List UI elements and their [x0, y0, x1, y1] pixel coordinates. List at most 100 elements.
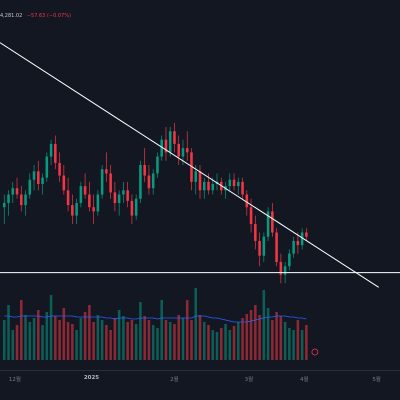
- candle-body: [164, 139, 168, 153]
- volume-bar: [54, 316, 57, 360]
- trendline: [0, 42, 379, 288]
- candle-body: [11, 188, 15, 195]
- candle-body: [156, 156, 159, 174]
- candle-body: [207, 181, 210, 191]
- candle-body: [160, 139, 163, 157]
- volume-bar: [224, 324, 227, 360]
- volume-bar: [24, 315, 27, 360]
- candle-body: [254, 224, 257, 241]
- candle-body: [177, 143, 180, 157]
- candle-body: [241, 181, 244, 195]
- candle-body: [122, 190, 125, 195]
- candle-body: [245, 194, 249, 208]
- volume-bar: [66, 322, 70, 360]
- candle-body: [62, 175, 66, 191]
- volume-bar: [296, 320, 300, 360]
- volume-bar: [88, 305, 91, 360]
- volume-bar: [220, 328, 223, 360]
- volume-bar: [156, 328, 159, 360]
- volume-bar: [279, 316, 283, 360]
- candle-body: [228, 179, 232, 187]
- candle-body: [275, 232, 278, 263]
- candle-body: [232, 179, 236, 187]
- last-price: 4,281.02: [0, 13, 23, 19]
- volume-bar: [2, 320, 6, 360]
- candle-body: [181, 148, 185, 157]
- candle-body: [83, 186, 87, 195]
- candle-body: [143, 165, 146, 176]
- volume-bar: [207, 325, 210, 360]
- volume-bar: [122, 316, 125, 360]
- volume-bar: [215, 332, 219, 360]
- candle-body: [271, 211, 274, 233]
- volume-bar: [249, 310, 253, 360]
- candle-body: [190, 152, 193, 182]
- volume-bar: [130, 320, 134, 360]
- volume-bar: [198, 315, 202, 360]
- candle-body: [249, 207, 253, 225]
- volume-bar: [258, 315, 261, 360]
- replay-marker-icon: [311, 348, 319, 356]
- candle-body: [117, 194, 121, 203]
- candle-body: [126, 190, 129, 201]
- candle-body: [24, 194, 27, 206]
- volume-bar: [241, 318, 244, 360]
- volume-bar: [37, 310, 40, 360]
- candle-body: [130, 200, 134, 216]
- volume-bar: [96, 315, 100, 360]
- volume-ma-line: [4, 315, 307, 323]
- volume-bar: [109, 330, 112, 360]
- candle-body: [96, 194, 100, 212]
- volume-bar: [15, 325, 19, 360]
- volume-bar: [232, 326, 236, 360]
- volume-bar: [147, 320, 151, 360]
- volume-bar: [117, 310, 121, 360]
- volume-bar: [75, 330, 78, 360]
- candle-body: [71, 205, 74, 216]
- candle-body: [173, 131, 176, 144]
- candle-body: [79, 186, 83, 203]
- x-tick-label: 4월: [299, 377, 309, 383]
- candle-body: [305, 232, 308, 237]
- candle-body: [28, 179, 32, 195]
- candle-body: [168, 131, 172, 153]
- candle-body: [100, 169, 104, 195]
- volume-bar: [190, 320, 193, 360]
- volume-bar: [177, 315, 180, 360]
- volume-bar: [45, 312, 49, 360]
- candle-body: [292, 240, 295, 254]
- candle-body: [279, 262, 283, 275]
- volume-bar: [105, 325, 108, 360]
- candle-body: [296, 240, 300, 246]
- candle-body: [66, 190, 70, 206]
- candle-body: [41, 177, 44, 184]
- volume-bar: [275, 312, 278, 360]
- candle-body: [198, 171, 202, 191]
- candle-body: [147, 175, 151, 189]
- candle-body: [2, 202, 6, 208]
- candle-body: [258, 240, 261, 256]
- volume-bar: [126, 322, 129, 360]
- candle-body: [185, 148, 189, 153]
- volume-bar: [202, 322, 206, 360]
- candle-body: [20, 194, 23, 206]
- volume-bar: [185, 300, 189, 360]
- volume-bar: [194, 288, 198, 360]
- candle-body: [288, 253, 291, 267]
- volume-bar: [237, 322, 240, 360]
- volume-bar: [288, 328, 291, 360]
- candle-body: [134, 198, 138, 216]
- candle-body: [45, 156, 49, 178]
- volume-bar: [32, 318, 36, 360]
- volume-bar: [211, 330, 215, 360]
- candle-body: [151, 173, 155, 189]
- volume-bar: [134, 324, 138, 360]
- candle-body: [202, 181, 206, 191]
- volume-bar: [300, 330, 304, 360]
- time-axis[interactable]: 12월 2025 2월 3월 4월 5월: [0, 370, 400, 389]
- x-tick-label: 3월: [244, 377, 254, 383]
- volume-bar: [292, 330, 295, 360]
- volume-bar: [164, 320, 168, 360]
- price-header: 4,281.02 −57.63 (−0.07%): [0, 10, 71, 22]
